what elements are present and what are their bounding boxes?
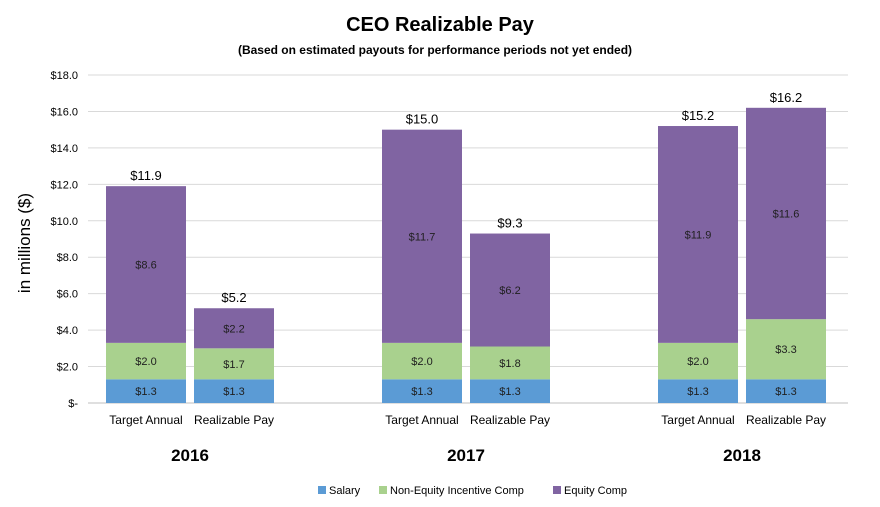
y-axis-label: in millions ($) — [15, 193, 34, 293]
legend-swatch — [318, 486, 326, 494]
bar-segment-equity-comp — [658, 126, 738, 343]
year-label: 2018 — [723, 446, 761, 465]
year-label: 2016 — [171, 446, 209, 465]
bar-total-label: $9.3 — [497, 216, 522, 231]
segment-value-label: $1.3 — [499, 386, 520, 398]
bar-segment-non-equity-incentive-comp — [658, 342, 738, 380]
y-tick-label: $6.0 — [57, 289, 78, 301]
bar-segment-non-equity-incentive-comp — [382, 342, 462, 380]
bar-segment-equity-comp — [194, 308, 274, 349]
legend-swatch — [553, 486, 561, 494]
legend-entry: Equity Comp — [564, 485, 627, 497]
legend-swatch — [379, 486, 387, 494]
segment-value-label: $8.6 — [135, 260, 156, 272]
y-tick-label: $4.0 — [57, 325, 78, 337]
segment-value-label: $1.3 — [223, 386, 244, 398]
segment-value-label: $2.0 — [687, 356, 708, 368]
segment-value-label: $1.3 — [687, 386, 708, 398]
legend: Salary Non-Equity Incentive Comp Equity Co… — [318, 485, 627, 497]
bar-total-label: $15.0 — [406, 112, 439, 127]
segment-value-label: $1.3 — [411, 386, 432, 398]
bar-segment-non-equity-incentive-comp — [194, 348, 274, 380]
segment-value-label: $3.3 — [775, 344, 796, 356]
bar-segment-salary — [746, 379, 826, 403]
segment-value-label: $1.8 — [499, 358, 520, 370]
y-tick-label: $14.0 — [50, 143, 78, 155]
bar-total-label: $16.2 — [770, 90, 803, 105]
bar-segment-salary — [470, 379, 550, 403]
chart-subtitle: (Based on estimated payouts for performa… — [238, 43, 632, 57]
bar-segment-equity-comp — [746, 107, 826, 320]
bar-segment-equity-comp — [382, 129, 462, 343]
bar-segment-salary — [382, 379, 462, 403]
chart-title: CEO Realizable Pay — [346, 14, 535, 36]
segment-value-label: $2.0 — [135, 356, 156, 368]
segment-value-label: $11.9 — [685, 229, 712, 241]
segment-value-label: $1.3 — [775, 386, 796, 398]
segment-value-label: $2.0 — [411, 356, 432, 368]
bar-total-label: $11.9 — [130, 168, 162, 183]
category-label: Target Annual — [385, 413, 458, 427]
segment-value-label: $11.7 — [409, 231, 436, 243]
bar-group-2018: 2018 $1.3 $2.0 $11.9 $15.2 Target Annual $1.3 $… — [658, 90, 826, 465]
segment-value-label: $11.6 — [773, 208, 800, 220]
y-tick-label: $18.0 — [50, 70, 78, 82]
bar-segment-equity-comp — [470, 233, 550, 347]
category-label: Target Annual — [661, 413, 734, 427]
y-tick-label: $2.0 — [57, 362, 78, 374]
bar-segment-equity-comp — [106, 186, 186, 343]
bar-group-2016: 2016 $1.3 $2.0 $8.6 $11.9 Target Annual $1.3 $1… — [106, 168, 274, 465]
segment-value-label: $2.2 — [223, 323, 244, 335]
bar-segment-salary — [194, 379, 274, 403]
bar-segment-non-equity-incentive-comp — [106, 342, 186, 380]
bar-total-label: $5.2 — [221, 290, 246, 305]
year-label: 2017 — [447, 446, 485, 465]
y-tick-label: $10.0 — [50, 216, 78, 228]
legend-entry: Salary — [329, 485, 361, 497]
category-label: Realizable Pay — [194, 413, 274, 427]
bar-group-2017: 2017 $1.3 $2.0 $11.7 $15.0 Target Annual $1.3 $… — [382, 112, 550, 465]
y-tick-label: $16.0 — [50, 106, 78, 118]
legend-entry: Non-Equity Incentive Comp — [390, 485, 524, 497]
bar-groups: 2016 $1.3 $2.0 $8.6 $11.9 Target Annual $1.3 $1… — [106, 90, 826, 465]
category-label: Target Annual — [109, 413, 182, 427]
segment-value-label: $1.3 — [135, 386, 156, 398]
y-axis-ticks: $- $2.0 $4.0 $6.0 $8.0 $10.0 $12.0 $14.0 $16.0 $1… — [50, 70, 78, 410]
bar-segment-non-equity-incentive-comp — [470, 346, 550, 380]
y-tick-label: $12.0 — [50, 179, 78, 191]
y-tick-label: $- — [68, 398, 78, 410]
bar-segment-non-equity-incentive-comp — [746, 319, 826, 380]
bar-total-label: $15.2 — [682, 108, 715, 123]
bar-segment-salary — [658, 379, 738, 403]
y-tick-label: $8.0 — [57, 252, 78, 264]
bar-segment-salary — [106, 379, 186, 403]
segment-value-label: $1.7 — [223, 359, 244, 371]
segment-value-label: $6.2 — [499, 285, 520, 297]
category-label: Realizable Pay — [470, 413, 550, 427]
category-label: Realizable Pay — [746, 413, 826, 427]
